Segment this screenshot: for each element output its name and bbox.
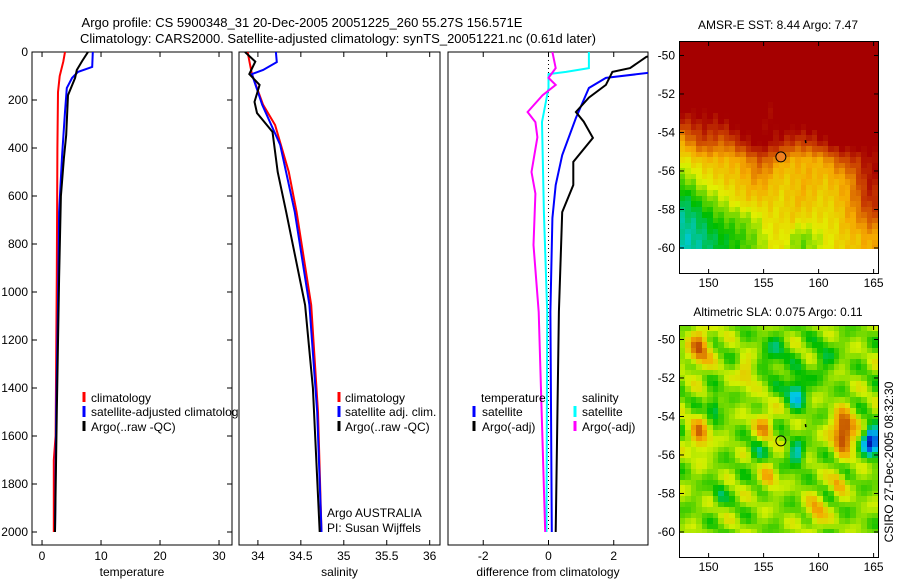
legend-header-temperature: temperature xyxy=(481,391,546,405)
sla-map-title: Altimetric SLA: 0.075 Argo: 0.11 xyxy=(693,305,863,319)
lat-tick-label: -56 xyxy=(658,164,676,178)
figure-title-line2: Climatology: CARS2000. Satellite-adjuste… xyxy=(80,31,596,46)
argo-australia-label: Argo AUSTRALIA xyxy=(327,506,422,520)
lat-tick-label: -54 xyxy=(658,125,676,139)
lon-tick-label: 155 xyxy=(754,560,774,574)
lat-tick-label: -54 xyxy=(658,409,676,423)
plot-frame xyxy=(447,51,649,546)
difference-panel: -2 0 2 difference from climatology xyxy=(447,51,649,579)
no-data-area xyxy=(680,249,878,273)
sst-heatmap-canvas xyxy=(680,42,878,249)
x-tick-label: 20 xyxy=(153,549,167,563)
lat-tick-label: -56 xyxy=(658,448,676,462)
x-tick-label: 34 xyxy=(251,549,265,563)
y-tick-label: 400 xyxy=(8,141,28,155)
legend-label-climatology: climatology xyxy=(345,391,405,405)
argo-position-marker xyxy=(775,435,787,447)
series-line-satellite-adj-clim- xyxy=(250,52,323,533)
lon-tick-label: 160 xyxy=(809,276,829,290)
series-line-temperature-argo-adj- xyxy=(554,55,648,533)
map-frame xyxy=(679,325,879,558)
salinity-panel: 34 34.5 35 35.5 36 salinity xyxy=(238,51,441,579)
legend-label-temp-satellite: satellite xyxy=(482,405,523,419)
y-tick-label: 1000 xyxy=(1,285,28,299)
lat-tick-label: -50 xyxy=(658,48,676,62)
lon-tick-label: 150 xyxy=(699,560,719,574)
series-line-temperature-satellite xyxy=(549,71,648,533)
lat-tick-label: -58 xyxy=(658,202,676,216)
legend-label-argo: Argo(..raw -QC) xyxy=(345,420,430,434)
lon-tick-label: 165 xyxy=(864,560,884,574)
temperature-panel: 0 10 20 30 temperature 0 200 400 600 800 1000 1200 1… xyxy=(1,45,233,579)
sla-heatmap-canvas xyxy=(680,326,878,533)
lon-tick-label: 160 xyxy=(809,560,829,574)
y-tick-label: 1200 xyxy=(1,333,28,347)
legend-label-climatology: climatology xyxy=(91,391,151,405)
map-frame xyxy=(679,41,879,274)
y-tick-label: 2000 xyxy=(1,525,28,539)
x-tick-label: 30 xyxy=(212,549,226,563)
series-line-argo-raw-qc- xyxy=(244,52,321,533)
legend-label-sal-argo: Argo(-adj) xyxy=(582,420,635,434)
x-tick-label: -2 xyxy=(478,549,489,563)
series-line-argo-raw-qc- xyxy=(54,52,89,533)
legend-label-temp-argo: Argo(-adj) xyxy=(482,420,535,434)
x-axis-label: difference from climatology xyxy=(476,565,619,579)
legend-label-satellite: satellite-adjusted climatology xyxy=(91,405,244,419)
sst-map-title: AMSR-E SST: 8.44 Argo: 7.47 xyxy=(698,18,858,32)
y-tick-label: 1600 xyxy=(1,429,28,443)
salinity-legend: climatology satellite adj. clim. Argo(..… xyxy=(327,391,436,535)
no-data-area xyxy=(680,533,878,557)
lat-tick-label: -60 xyxy=(658,525,676,539)
y-tick-label: 200 xyxy=(8,93,28,107)
lat-tick-label: -58 xyxy=(658,486,676,500)
track-mark xyxy=(804,424,807,428)
lon-tick-label: 150 xyxy=(699,276,719,290)
lat-tick-label: -52 xyxy=(658,371,676,385)
lon-tick-label: 165 xyxy=(864,276,884,290)
argo-position-marker xyxy=(775,151,787,163)
x-tick-label: 34.5 xyxy=(289,549,313,563)
legend-header-salinity: salinity xyxy=(582,391,619,405)
track-mark xyxy=(804,140,807,144)
legend-label-sal-satellite: satellite xyxy=(582,405,623,419)
series-line-salinity-argo-adj- xyxy=(526,52,558,533)
x-axis-label: temperature xyxy=(100,565,165,579)
y-tick-label: 0 xyxy=(21,45,28,59)
x-tick-label: 35.5 xyxy=(375,549,399,563)
figure-title-line1: Argo profile: CS 5900348_31 20-Dec-2005 … xyxy=(82,15,523,30)
lon-tick-label: 155 xyxy=(754,276,774,290)
x-tick-label: 0 xyxy=(545,549,552,563)
legend-label-satellite: satellite adj. clim. xyxy=(345,405,436,419)
lat-tick-label: -52 xyxy=(658,87,676,101)
temperature-legend: climatology satellite-adjusted climatolo… xyxy=(82,391,244,434)
lat-tick-label: -60 xyxy=(658,241,676,255)
legend-label-argo: Argo(..raw -QC) xyxy=(91,420,176,434)
y-tick-label: 1400 xyxy=(1,381,28,395)
x-tick-label: 10 xyxy=(94,549,108,563)
difference-legend: temperature satellite Argo(-adj) salinit… xyxy=(472,391,635,434)
series-line-climatology xyxy=(52,52,66,532)
series-line-salinity-satellite xyxy=(540,52,590,533)
x-tick-label: 36 xyxy=(423,549,437,563)
x-tick-label: 2 xyxy=(610,549,617,563)
y-tick-label: 800 xyxy=(8,237,28,251)
y-tick-label: 1800 xyxy=(1,477,28,491)
x-axis-label: salinity xyxy=(321,565,358,579)
pi-label: PI: Susan Wijffels xyxy=(327,521,421,535)
y-tick-label: 600 xyxy=(8,189,28,203)
lat-tick-label: -50 xyxy=(658,332,676,346)
csiro-timestamp: CSIRO 27-Dec-2005 08:32:30 xyxy=(882,381,896,542)
x-tick-label: 0 xyxy=(39,549,46,563)
x-tick-label: 35 xyxy=(337,549,351,563)
